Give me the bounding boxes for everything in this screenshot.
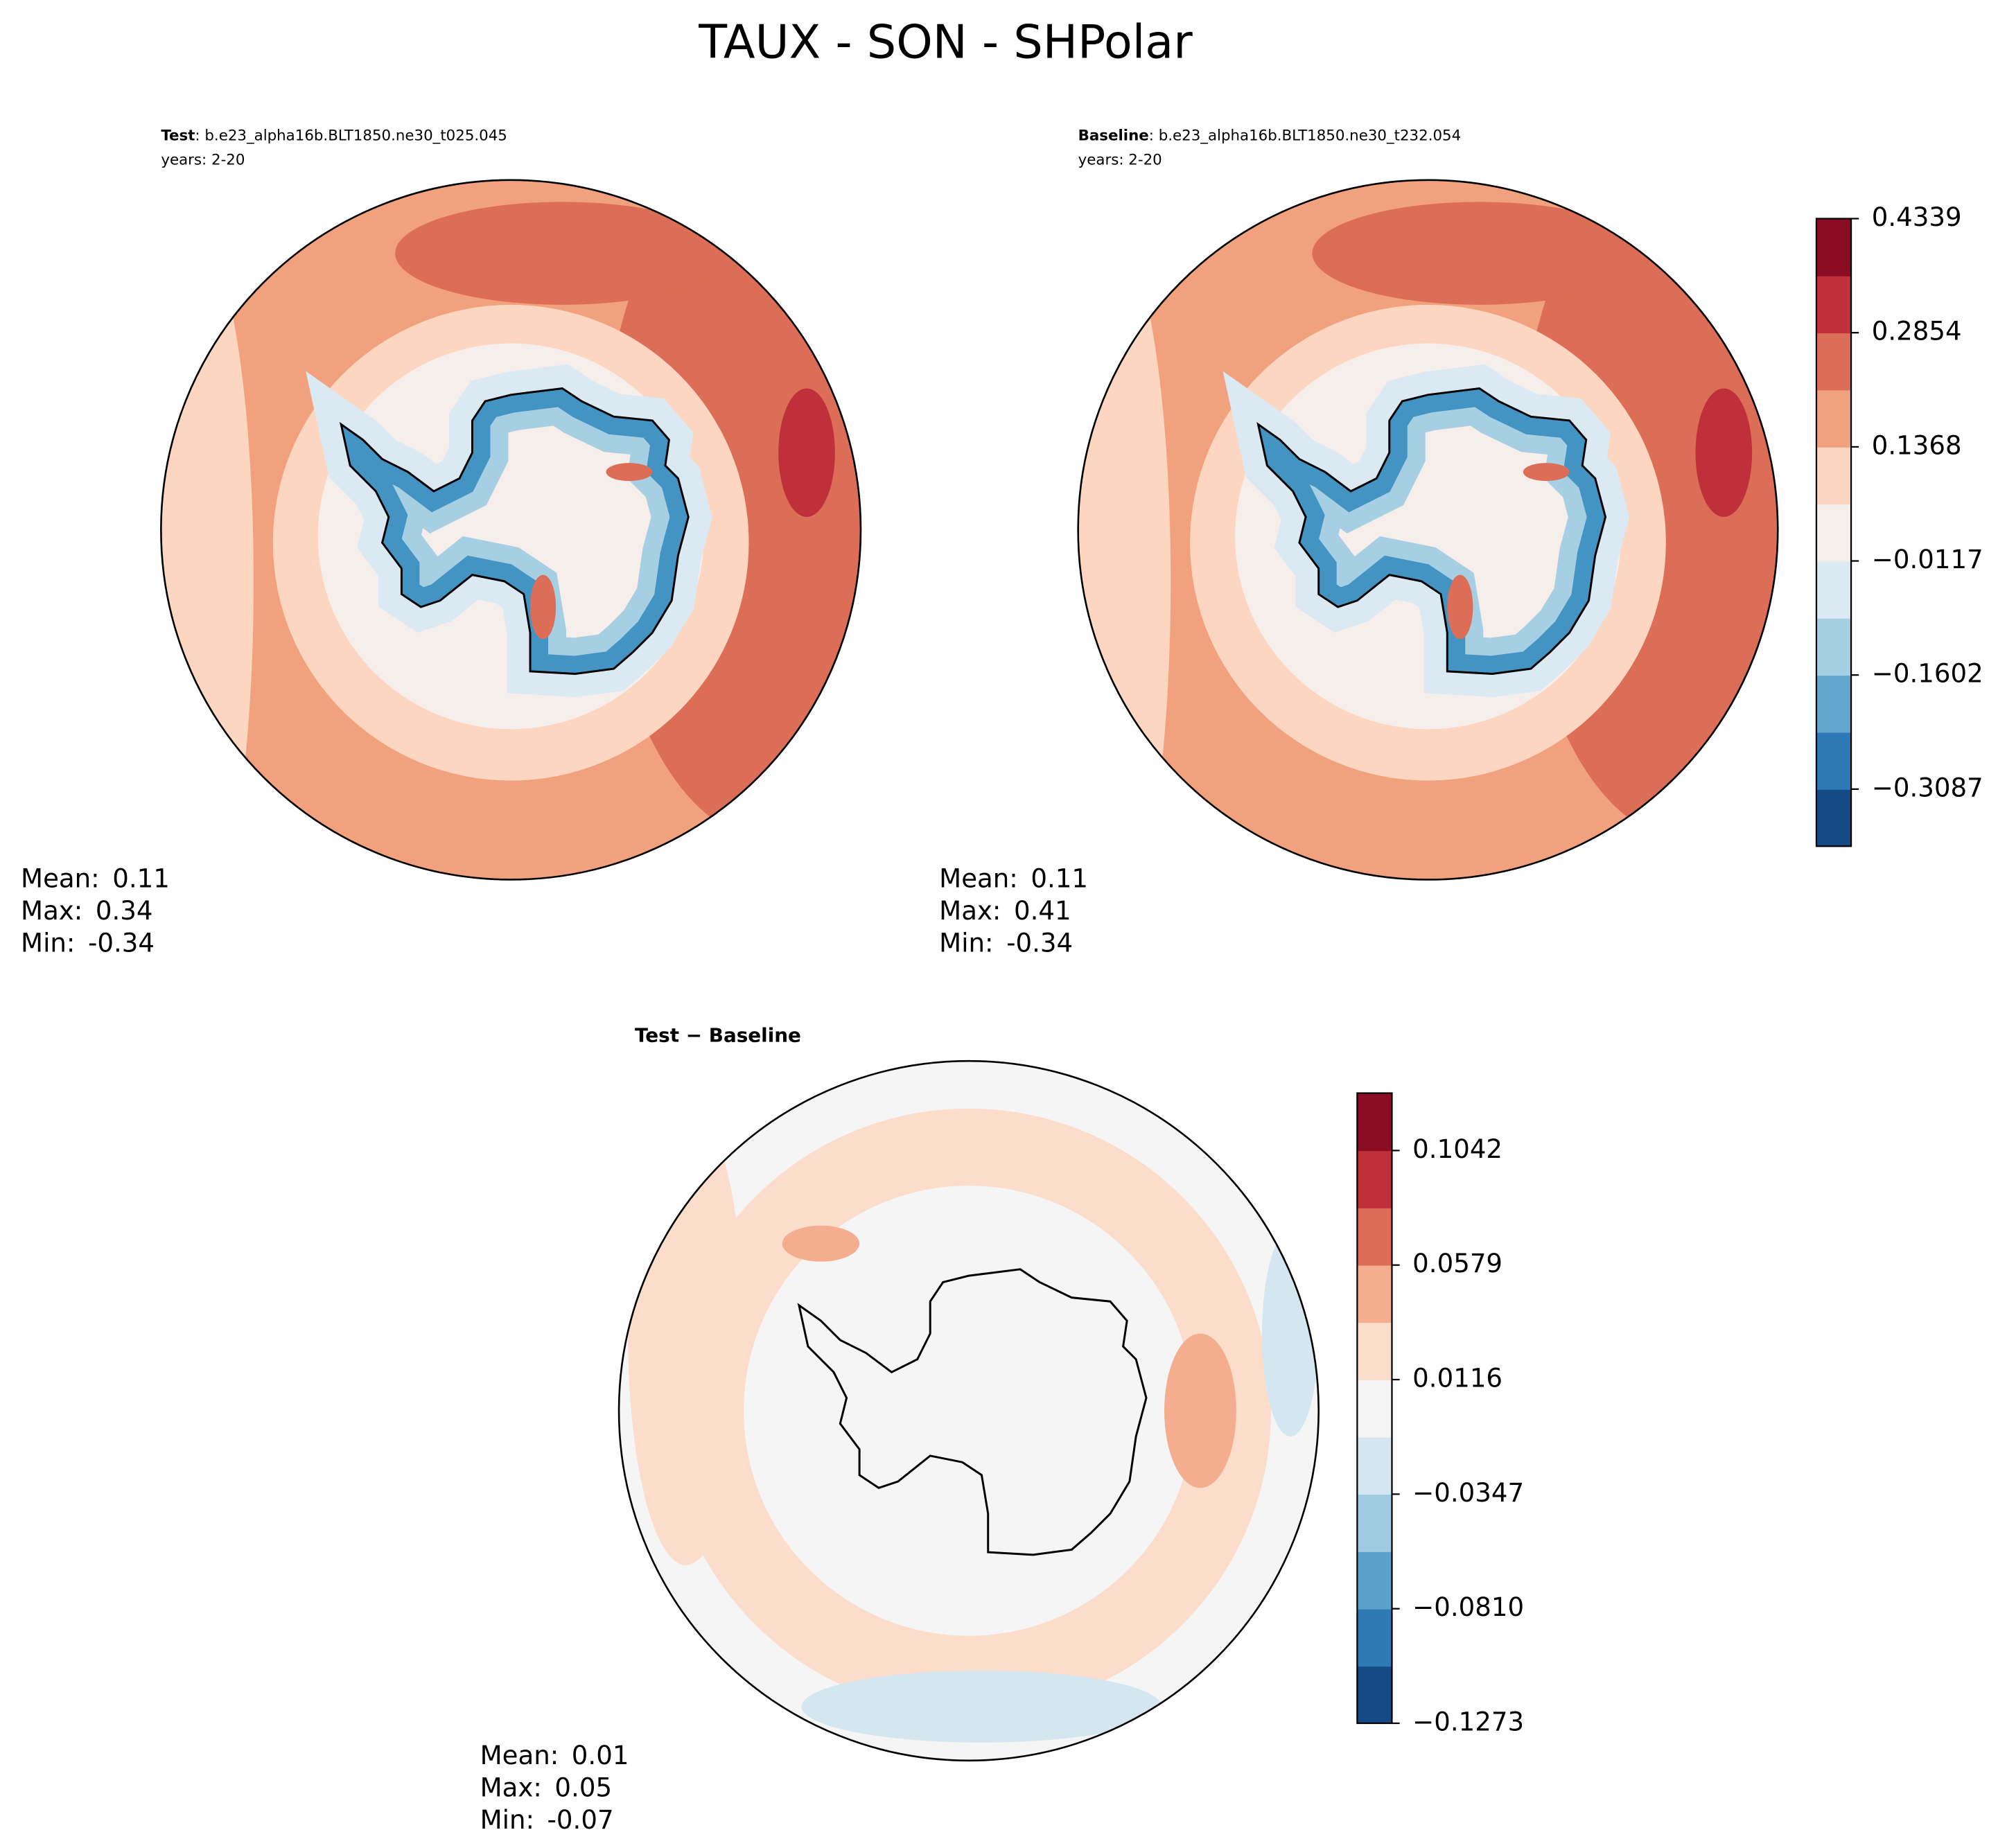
map-border [1077, 179, 1779, 881]
stat-value: 0.11 [112, 863, 170, 893]
colorbar-tick-label: 0.1042 [1412, 1134, 1502, 1164]
stat: Mean: 0.11 [939, 863, 1088, 893]
field [530, 574, 556, 640]
field [341, 388, 688, 674]
colorbar-tick-label: −0.0810 [1412, 1592, 1524, 1622]
polar-map [617, 1059, 1320, 1762]
colorbar-band [1816, 789, 1852, 847]
map-field [1078, 179, 1778, 880]
colorbar-band [1816, 561, 1852, 619]
stat-label: Max: [939, 895, 1001, 925]
colorbar-band [1816, 504, 1852, 562]
case-name: : b.e23_alpha16b.BLT1850.ne30_t025.045 [195, 127, 507, 144]
colorbar-band [1357, 1379, 1392, 1438]
stat-value: -0.34 [1006, 928, 1073, 958]
case-label: Test [161, 127, 195, 144]
field [801, 1670, 1162, 1743]
colorbar-band [1816, 389, 1852, 448]
field [778, 388, 835, 518]
colorbar-tick-label: 0.0116 [1412, 1364, 1502, 1393]
stat: Max: 0.41 [939, 895, 1071, 925]
field [1164, 1333, 1236, 1488]
panel-title: Test − Baseline [635, 1023, 801, 1046]
polar-map [1077, 179, 1779, 881]
colorbar-band [1357, 1666, 1392, 1724]
panel-subtitle: Test: b.e23_alpha16b.BLT1850.ne30_t025.0… [161, 127, 507, 144]
colorbar-band [1357, 1322, 1392, 1380]
figure-title: TAUX - SON - SHPolar [698, 15, 1193, 69]
polar-map [160, 179, 862, 881]
colorbar-band [1357, 1093, 1392, 1152]
stat: Max: 0.34 [21, 895, 152, 925]
colorbar-tick-label: −0.1602 [1872, 659, 1983, 689]
stat: Min: -0.34 [939, 928, 1073, 958]
field [395, 202, 730, 305]
stat-value: 0.34 [96, 895, 153, 925]
map-border [617, 1059, 1320, 1762]
colorbar-frame [1356, 1092, 1393, 1725]
stat-label: Min: [480, 1805, 534, 1835]
colorbar-tick-label: 0.1368 [1872, 430, 1962, 460]
field [1523, 463, 1570, 482]
stat-label: Mean: [21, 863, 100, 893]
colorbar-band [1357, 1436, 1392, 1495]
colorbar-band [1357, 1494, 1392, 1552]
colorbar-band [1816, 732, 1852, 790]
stat-label: Max: [480, 1772, 542, 1802]
field [782, 1225, 860, 1262]
stat: Max: 0.05 [480, 1772, 612, 1802]
colorbar-band [1816, 446, 1852, 505]
stat-value: 0.41 [1014, 895, 1071, 925]
stat: Min: -0.34 [21, 928, 155, 958]
stat: Min: -0.07 [480, 1805, 614, 1835]
field [628, 1102, 744, 1565]
stat-value: 0.01 [572, 1741, 629, 1770]
colorbar-tick-label: 0.4339 [1872, 202, 1962, 232]
colorbar-band [1357, 1265, 1392, 1323]
case-label: Baseline [1078, 127, 1149, 144]
stat-label: Min: [21, 928, 75, 958]
field [1312, 202, 1647, 305]
colorbar-band [1816, 275, 1852, 334]
colorbar-band [1816, 675, 1852, 733]
field [1695, 388, 1753, 518]
stat-label: Min: [939, 928, 993, 958]
colorbar-tick-label: −0.0117 [1872, 545, 1983, 574]
colorbar-band [1816, 218, 1852, 276]
colorbar-frame [1815, 218, 1852, 847]
colorbar-band [1357, 1551, 1392, 1610]
stat-value: 0.11 [1031, 863, 1088, 893]
colorbar-tick-label: 0.2854 [1872, 317, 1962, 346]
stat-label: Mean: [939, 863, 1018, 893]
field [1258, 388, 1605, 674]
field [1078, 221, 1171, 880]
stat-value: -0.07 [547, 1805, 614, 1835]
stat-label: Max: [21, 895, 82, 925]
colorbar-band [1357, 1207, 1392, 1266]
map-field [619, 1061, 1319, 1761]
map-field [161, 179, 861, 880]
colorbar-band [1357, 1150, 1392, 1208]
case-name: : b.e23_alpha16b.BLT1850.ne30_t232.054 [1149, 127, 1461, 144]
stat: Mean: 0.11 [21, 863, 170, 893]
colorbar-tick-label: 0.0579 [1412, 1249, 1502, 1278]
colorbar-tick-label: −0.1273 [1412, 1707, 1524, 1736]
field [606, 463, 653, 482]
stat: Mean: 0.01 [480, 1741, 629, 1770]
colorbar-band [1816, 333, 1852, 391]
field [161, 221, 254, 880]
field [1447, 574, 1473, 640]
stat-value: -0.34 [88, 928, 155, 958]
colorbar-tick-label: −0.0347 [1412, 1478, 1524, 1508]
colorbar-band [1357, 1608, 1392, 1667]
years: years: 2-20 [161, 152, 245, 169]
stat-label: Mean: [480, 1741, 559, 1770]
stat-value: 0.05 [554, 1772, 612, 1802]
colorbar-band [1816, 617, 1852, 676]
map-border [160, 179, 862, 881]
colorbar-tick-label: −0.3087 [1872, 773, 1983, 802]
panel-subtitle: Baseline: b.e23_alpha16b.BLT1850.ne30_t2… [1078, 127, 1462, 144]
years: years: 2-20 [1078, 152, 1162, 169]
